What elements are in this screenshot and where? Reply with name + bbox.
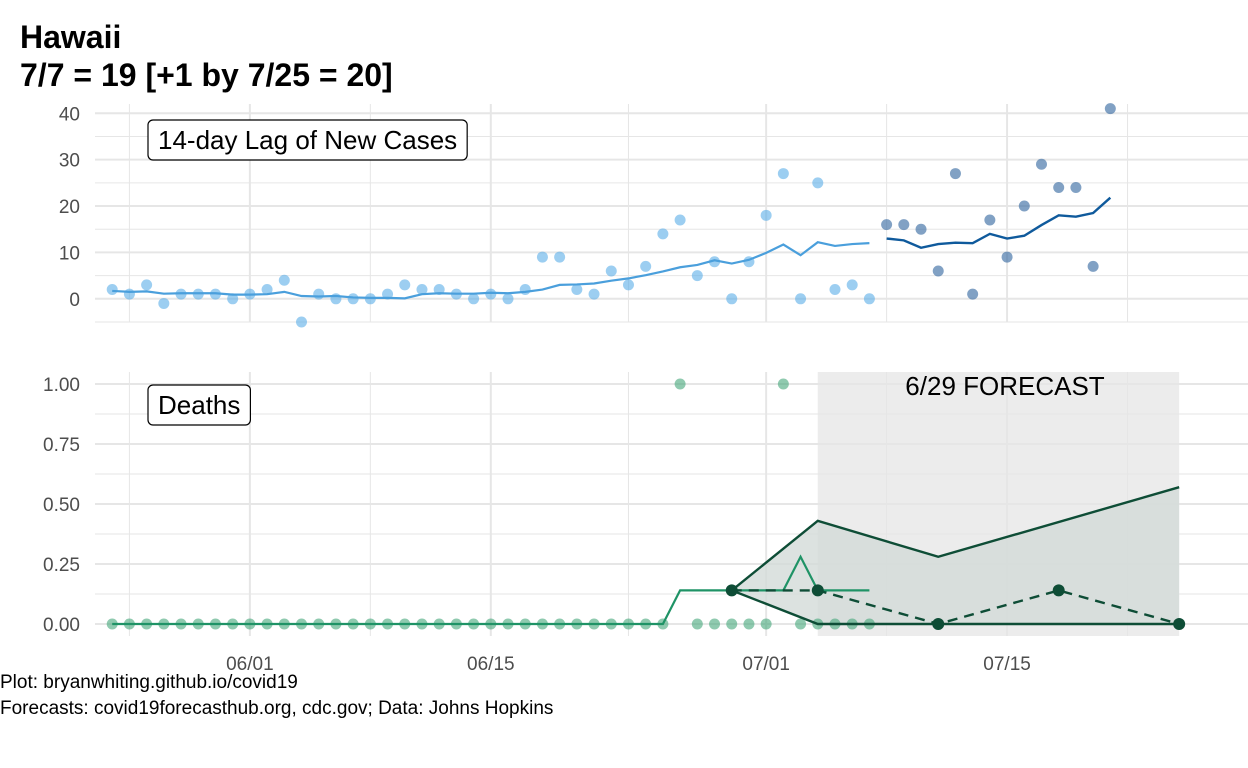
recent-case-trend-line — [886, 196, 1112, 250]
title-state: Hawaii — [20, 19, 122, 55]
case-point — [554, 251, 566, 263]
title-summary: 7/7 = 19 [+1 by 7/25 = 20] — [20, 57, 393, 93]
death-point — [795, 618, 807, 630]
chart-canvas: 0 10 20 30 40 14-day Lag of New Cases 0.00 0.2… — [43, 103, 1248, 670]
recent-case-point — [1018, 200, 1030, 212]
y-tick-label: 0.00 — [43, 615, 80, 636]
death-point — [709, 618, 721, 630]
recent-case-point — [967, 288, 979, 300]
y-tick-label: 1.00 — [43, 375, 80, 396]
death-point — [691, 618, 703, 630]
recent-case-point — [984, 214, 996, 226]
deaths-panel: 0.00 0.25 0.50 0.75 1.00 06/01 06/15 07/01 07/15… — [43, 371, 1248, 670]
panel-label: 14-day Lag of New Cases — [147, 119, 468, 161]
case-point — [571, 284, 583, 296]
recent-case-point — [1053, 181, 1065, 193]
forecast-point — [811, 584, 824, 597]
death-point — [726, 618, 738, 630]
caption-plot-source: Plot: bryanwhiting.github.io/covid19 — [0, 672, 298, 693]
case-point — [863, 293, 875, 305]
case-point — [777, 168, 789, 180]
x-tick-label: 07/01 — [742, 654, 790, 670]
case-point — [123, 288, 135, 300]
case-point — [622, 279, 634, 291]
case-point — [347, 293, 359, 305]
case-point — [691, 270, 703, 282]
case-point — [158, 297, 170, 309]
case-point — [588, 288, 600, 300]
y-tick-label: 0.50 — [43, 495, 80, 516]
y-tick-label: 20 — [59, 197, 80, 218]
death-point — [777, 378, 789, 390]
recent-case-point — [898, 219, 910, 231]
recent-case-point — [932, 265, 944, 277]
recent-case-point — [1087, 260, 1099, 272]
case-point — [106, 284, 118, 296]
y-tick-label: 40 — [59, 104, 80, 125]
case-point — [313, 288, 325, 300]
panel-label-box — [147, 384, 251, 426]
recent-case-point — [1035, 158, 1047, 170]
forecast-upper-line — [730, 486, 1180, 592]
forecast-label: 6/29 FORECAST — [905, 371, 1105, 401]
case-point — [640, 260, 652, 272]
recent-case-point — [1001, 251, 1013, 263]
case-point — [468, 293, 480, 305]
death-point — [674, 378, 686, 390]
recent-case-point — [915, 223, 927, 235]
y-tick-label: 0.75 — [43, 435, 80, 456]
caption: Plot: bryanwhiting.github.io/covid19 For… — [0, 670, 553, 722]
case-point — [726, 293, 738, 305]
x-tick-label: 06/15 — [467, 654, 515, 670]
case-trend-line — [112, 241, 870, 300]
recent-case-point — [1070, 181, 1082, 193]
chart-title: Hawaii 7/7 = 19 [+1 by 7/25 = 20] — [20, 18, 393, 94]
case-point — [605, 265, 617, 277]
forecast-point — [932, 618, 945, 630]
forecast-lower-line — [731, 589, 1180, 626]
panel-label: Deaths — [147, 384, 251, 426]
caption-data-source: Forecasts: covid19forecasthub.org, cdc.g… — [0, 698, 554, 719]
case-point — [502, 293, 514, 305]
death-point — [743, 618, 755, 630]
y-tick-label: 0 — [69, 290, 80, 311]
panel-label-text: Deaths — [158, 390, 240, 420]
case-point — [296, 316, 308, 328]
forecast-point — [1173, 618, 1186, 630]
y-tick-label: 0.25 — [43, 555, 80, 576]
case-point — [141, 279, 153, 291]
case-point — [227, 293, 239, 305]
case-point — [536, 251, 548, 263]
y-tick-label: 10 — [59, 243, 80, 264]
case-point — [674, 214, 686, 226]
death-point — [760, 618, 772, 630]
recent-case-point — [881, 219, 893, 231]
case-point — [846, 279, 858, 291]
x-tick-label: 07/15 — [983, 654, 1031, 670]
recent-case-point — [949, 168, 961, 180]
x-tick-label: 06/01 — [226, 654, 274, 670]
recent-case-point — [1104, 103, 1116, 115]
case-point — [829, 284, 841, 296]
forecast-point — [725, 584, 738, 597]
case-point — [485, 288, 497, 300]
case-point — [709, 256, 721, 268]
case-point — [278, 274, 290, 286]
cases-panel: 0 10 20 30 40 14-day Lag of New Cases — [59, 103, 1248, 328]
case-point — [261, 284, 273, 296]
case-point — [795, 293, 807, 305]
case-point — [519, 284, 531, 296]
y-tick-label: 30 — [59, 151, 80, 172]
forecast-point — [1052, 584, 1065, 597]
case-point — [812, 177, 824, 189]
case-point — [399, 279, 411, 291]
case-point — [416, 284, 428, 296]
panel-label-text: 14-day Lag of New Cases — [158, 125, 457, 155]
case-point — [760, 209, 772, 221]
panel-label-box — [147, 119, 468, 161]
case-point — [657, 228, 669, 240]
